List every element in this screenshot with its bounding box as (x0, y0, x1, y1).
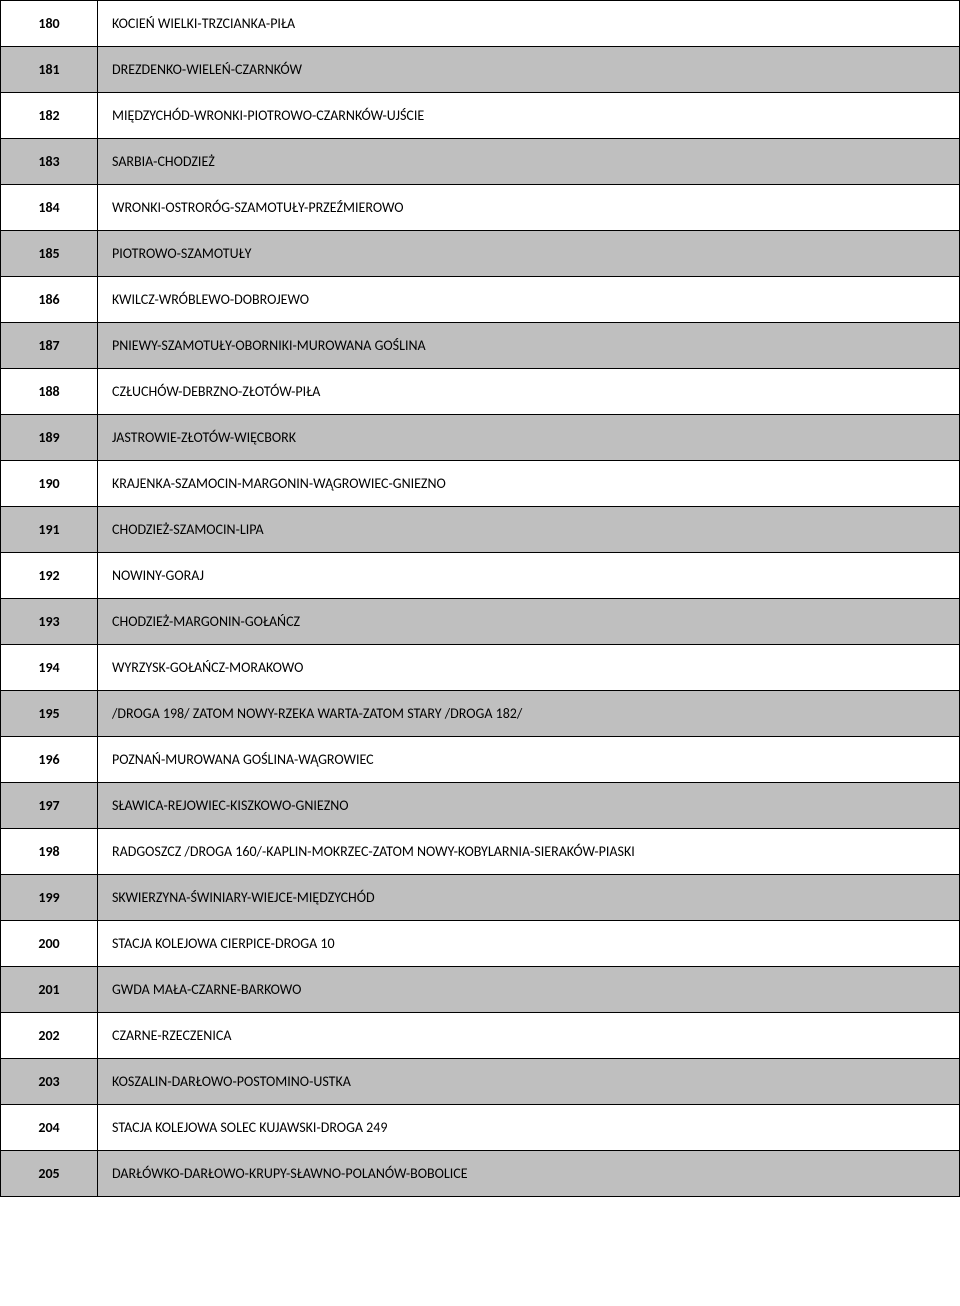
row-description: DREZDENKO-WIELEŃ-CZARNKÓW (98, 47, 960, 93)
row-description: KRAJENKA-SZAMOCIN-MARGONIN-WĄGROWIEC-GNI… (98, 461, 960, 507)
row-number: 181 (1, 47, 98, 93)
row-number: 198 (1, 829, 98, 875)
row-number: 191 (1, 507, 98, 553)
row-description: POZNAŃ-MUROWANA GOŚLINA-WĄGROWIEC (98, 737, 960, 783)
row-description: CZARNE-RZECZENICA (98, 1013, 960, 1059)
row-number: 183 (1, 139, 98, 185)
table-row: 194WYRZYSK-GOŁAŃCZ-MORAKOWO (1, 645, 960, 691)
routes-table-body: 180KOCIEŃ WIELKI-TRZCIANKA-PIŁA181DREZDE… (1, 1, 960, 1197)
row-description: /DROGA 198/ ZATOM NOWY-RZEKA WARTA-ZATOM… (98, 691, 960, 737)
table-row: 196POZNAŃ-MUROWANA GOŚLINA-WĄGROWIEC (1, 737, 960, 783)
row-description: CHODZIEŻ-MARGONIN-GOŁAŃCZ (98, 599, 960, 645)
row-number: 190 (1, 461, 98, 507)
table-row: 198RADGOSZCZ /DROGA 160/-KAPLIN-MOKRZEC-… (1, 829, 960, 875)
table-row: 190KRAJENKA-SZAMOCIN-MARGONIN-WĄGROWIEC-… (1, 461, 960, 507)
table-row: 181DREZDENKO-WIELEŃ-CZARNKÓW (1, 47, 960, 93)
row-number: 180 (1, 1, 98, 47)
row-description: SŁAWICA-REJOWIEC-KISZKOWO-GNIEZNO (98, 783, 960, 829)
row-number: 205 (1, 1151, 98, 1197)
row-number: 199 (1, 875, 98, 921)
row-description: WYRZYSK-GOŁAŃCZ-MORAKOWO (98, 645, 960, 691)
row-description: CHODZIEŻ-SZAMOCIN-LIPA (98, 507, 960, 553)
table-row: 192NOWINY-GORAJ (1, 553, 960, 599)
row-number: 192 (1, 553, 98, 599)
row-description: STACJA KOLEJOWA CIERPICE-DROGA 10 (98, 921, 960, 967)
row-number: 186 (1, 277, 98, 323)
row-number: 202 (1, 1013, 98, 1059)
row-description: KWILCZ-WRÓBLEWO-DOBROJEWO (98, 277, 960, 323)
table-row: 203KOSZALIN-DARŁOWO-POSTOMINO-USTKA (1, 1059, 960, 1105)
row-number: 195 (1, 691, 98, 737)
row-description: KOCIEŃ WIELKI-TRZCIANKA-PIŁA (98, 1, 960, 47)
table-row: 188CZŁUCHÓW-DEBRZNO-ZŁOTÓW-PIŁA (1, 369, 960, 415)
page-container: 180KOCIEŃ WIELKI-TRZCIANKA-PIŁA181DREZDE… (0, 0, 960, 1197)
row-description: SARBIA-CHODZIEŻ (98, 139, 960, 185)
row-number: 194 (1, 645, 98, 691)
row-number: 201 (1, 967, 98, 1013)
row-description: GWDA MAŁA-CZARNE-BARKOWO (98, 967, 960, 1013)
row-number: 188 (1, 369, 98, 415)
table-row: 183SARBIA-CHODZIEŻ (1, 139, 960, 185)
row-description: DARŁÓWKO-DARŁOWO-KRUPY-SŁAWNO-POLANÓW-BO… (98, 1151, 960, 1197)
table-row: 186KWILCZ-WRÓBLEWO-DOBROJEWO (1, 277, 960, 323)
row-description: PNIEWY-SZAMOTUŁY-OBORNIKI-MUROWANA GOŚLI… (98, 323, 960, 369)
table-row: 182MIĘDZYCHÓD-WRONKI-PIOTROWO-CZARNKÓW-U… (1, 93, 960, 139)
row-number: 203 (1, 1059, 98, 1105)
table-row: 180KOCIEŃ WIELKI-TRZCIANKA-PIŁA (1, 1, 960, 47)
row-number: 193 (1, 599, 98, 645)
table-row: 205DARŁÓWKO-DARŁOWO-KRUPY-SŁAWNO-POLANÓW… (1, 1151, 960, 1197)
table-row: 193CHODZIEŻ-MARGONIN-GOŁAŃCZ (1, 599, 960, 645)
row-description: STACJA KOLEJOWA SOLEC KUJAWSKI-DROGA 249 (98, 1105, 960, 1151)
table-row: 197SŁAWICA-REJOWIEC-KISZKOWO-GNIEZNO (1, 783, 960, 829)
table-row: 199SKWIERZYNA-ŚWINIARY-WIEJCE-MIĘDZYCHÓD (1, 875, 960, 921)
row-description: KOSZALIN-DARŁOWO-POSTOMINO-USTKA (98, 1059, 960, 1105)
row-description: CZŁUCHÓW-DEBRZNO-ZŁOTÓW-PIŁA (98, 369, 960, 415)
row-number: 196 (1, 737, 98, 783)
table-row: 185PIOTROWO-SZAMOTUŁY (1, 231, 960, 277)
row-description: NOWINY-GORAJ (98, 553, 960, 599)
row-number: 200 (1, 921, 98, 967)
row-number: 204 (1, 1105, 98, 1151)
table-row: 204STACJA KOLEJOWA SOLEC KUJAWSKI-DROGA … (1, 1105, 960, 1151)
row-number: 182 (1, 93, 98, 139)
table-row: 195/DROGA 198/ ZATOM NOWY-RZEKA WARTA-ZA… (1, 691, 960, 737)
row-description: WRONKI-OSTRORÓG-SZAMOTUŁY-PRZEŹMIEROWO (98, 185, 960, 231)
row-description: SKWIERZYNA-ŚWINIARY-WIEJCE-MIĘDZYCHÓD (98, 875, 960, 921)
table-row: 184WRONKI-OSTRORÓG-SZAMOTUŁY-PRZEŹMIEROW… (1, 185, 960, 231)
row-number: 187 (1, 323, 98, 369)
table-row: 189JASTROWIE-ZŁOTÓW-WIĘCBORK (1, 415, 960, 461)
row-number: 185 (1, 231, 98, 277)
row-description: MIĘDZYCHÓD-WRONKI-PIOTROWO-CZARNKÓW-UJŚC… (98, 93, 960, 139)
table-row: 187PNIEWY-SZAMOTUŁY-OBORNIKI-MUROWANA GO… (1, 323, 960, 369)
row-description: RADGOSZCZ /DROGA 160/-KAPLIN-MOKRZEC-ZAT… (98, 829, 960, 875)
row-description: JASTROWIE-ZŁOTÓW-WIĘCBORK (98, 415, 960, 461)
routes-table: 180KOCIEŃ WIELKI-TRZCIANKA-PIŁA181DREZDE… (0, 0, 960, 1197)
table-row: 200STACJA KOLEJOWA CIERPICE-DROGA 10 (1, 921, 960, 967)
row-number: 189 (1, 415, 98, 461)
row-description: PIOTROWO-SZAMOTUŁY (98, 231, 960, 277)
row-number: 197 (1, 783, 98, 829)
row-number: 184 (1, 185, 98, 231)
table-row: 202CZARNE-RZECZENICA (1, 1013, 960, 1059)
table-row: 191CHODZIEŻ-SZAMOCIN-LIPA (1, 507, 960, 553)
table-row: 201GWDA MAŁA-CZARNE-BARKOWO (1, 967, 960, 1013)
